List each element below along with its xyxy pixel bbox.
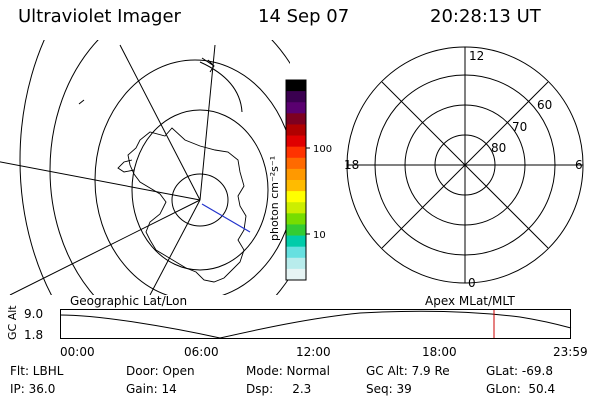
altitude-tick-high: 9.0 (24, 307, 44, 321)
geo-lat-circle (131, 109, 269, 271)
satellite-track (201, 203, 251, 233)
colorbar-cell (286, 135, 306, 148)
geo-meridian (119, 44, 201, 201)
geo-meridian (149, 199, 201, 295)
mlt-label-dawn: 6 (575, 158, 583, 172)
polar-mlt-line (381, 81, 549, 249)
mlt-label-dusk: 18 (344, 158, 359, 172)
colorbar-unit-label: photon cm⁻²s⁻¹ (270, 156, 281, 241)
sun-direction-arrow (201, 57, 215, 73)
colorbar-cell (286, 146, 306, 159)
ip-value: IP: 36.0 (10, 382, 56, 396)
mlt-label-noon: 12 (469, 49, 484, 63)
time-tick-0000: 00:00 (60, 345, 95, 359)
gain-value: Gain: 14 (126, 382, 177, 396)
colorbar-cell (286, 191, 306, 203)
colorbar-cell (286, 224, 306, 237)
colorbar-cell (286, 157, 306, 170)
antarctica-coastline (127, 127, 247, 283)
geo-lat-circle (171, 173, 229, 227)
geo-lat-circle (94, 59, 290, 295)
dsp-value: Dsp: 2.3 (246, 382, 312, 396)
geo-meridian (0, 161, 201, 201)
filter-value: Flt: LBHL (10, 364, 64, 378)
app-title: Ultraviolet Imager (18, 6, 181, 27)
terminator-arc (199, 61, 243, 113)
mlat-label-70: 70 (512, 120, 527, 134)
colorbar-cell (286, 113, 306, 125)
colorbar-cell (286, 235, 306, 248)
geo-lat-circle (19, 40, 53, 295)
observation-time: 20:28:13 UT (430, 6, 541, 27)
time-tick-2359: 23:59 (553, 345, 588, 359)
colorbar-cell (286, 124, 306, 137)
colorbar-cell (286, 168, 306, 181)
sequence-value: Seq: 39 (366, 382, 412, 396)
geo-lat-circle (49, 40, 290, 295)
colorbar-cell (286, 80, 306, 92)
glon-value: GLon: 50.4 (486, 382, 556, 396)
colorbar-cell (286, 202, 306, 214)
mlt-label-midnight: 0 (468, 276, 476, 290)
geo-meridian (199, 44, 216, 201)
geo-meridian (9, 199, 201, 295)
gc-altitude-value: GC Alt: 7.9 Re (366, 364, 450, 378)
colorbar-frame (285, 79, 307, 281)
mlat-label-60: 60 (537, 98, 552, 112)
door-value: Door: Open (126, 364, 195, 378)
geographic-map (0, 40, 290, 295)
mode-value: Mode: Normal (246, 364, 330, 378)
colorbar-cells (286, 80, 306, 281)
colorbar-cell (286, 213, 306, 225)
glat-value: GLat: -69.8 (486, 364, 553, 378)
time-tick-0600: 06:00 (184, 345, 219, 359)
polar-map: 12 18 6 0 60 70 80 (344, 46, 584, 290)
geo-tick (78, 99, 85, 105)
altitude-plot-frame (60, 309, 571, 339)
colorbar-cell (286, 180, 306, 192)
mlat-label-80: 80 (491, 141, 506, 155)
antarctic-peninsula (117, 159, 135, 173)
altitude-tick-low: 1.8 (24, 328, 44, 342)
colorbar-tick-label-100: 100 (313, 144, 332, 155)
colorbar-tick-label-10: 10 (313, 230, 326, 241)
colorbar-cell (286, 257, 306, 270)
colorbar: 100 10 photon cm⁻²s⁻¹ (270, 79, 332, 281)
colorbar-cell (286, 246, 306, 259)
observation-date: 14 Sep 07 (258, 6, 350, 27)
colorbar-cell (286, 91, 306, 103)
colorbar-cell (286, 268, 306, 281)
altitude-plot (60, 309, 572, 339)
altitude-axis-label: GC Alt (6, 305, 19, 340)
time-tick-1200: 12:00 (296, 345, 331, 359)
altitude-curve (60, 310, 572, 339)
time-tick-1800: 18:00 (422, 345, 457, 359)
colorbar-cell (286, 102, 306, 114)
polar-map-label: Apex MLat/MLT (425, 294, 515, 308)
geographic-map-label: Geographic Lat/Lon (70, 294, 188, 308)
